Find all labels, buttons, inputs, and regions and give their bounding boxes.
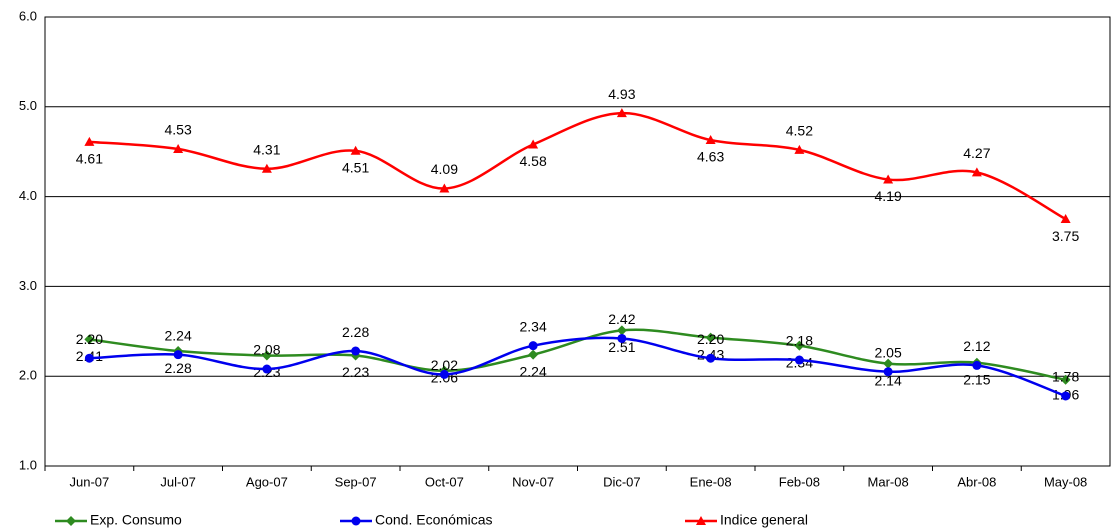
x-tick-label: Feb-08 [779, 474, 820, 489]
plot-border [44, 16, 1111, 467]
x-tick-label: Abr-08 [957, 474, 996, 489]
data-label: 4.31 [253, 141, 280, 157]
x-tick-label: May-08 [1044, 474, 1087, 489]
marker [705, 332, 716, 343]
marker [1060, 214, 1071, 224]
data-label: 2.02 [431, 357, 458, 373]
data-label: 1.78 [1052, 369, 1079, 385]
x-tick-label: Sep-07 [335, 474, 377, 489]
data-label: 4.61 [76, 151, 103, 167]
x-tick-label: Jun-07 [70, 474, 110, 489]
legend-label: Exp. Consumo [90, 512, 182, 528]
marker [528, 349, 539, 360]
data-label: 2.20 [697, 331, 724, 347]
marker [616, 325, 627, 336]
data-label: 4.58 [520, 153, 547, 169]
data-label: 2.24 [520, 363, 547, 379]
data-label: 3.75 [1052, 228, 1079, 244]
marker [617, 333, 627, 343]
data-label: 2.51 [608, 339, 635, 355]
marker [351, 346, 361, 356]
marker [84, 353, 94, 363]
marker [261, 350, 272, 361]
marker [528, 341, 538, 351]
marker [794, 144, 805, 154]
data-label: 2.20 [76, 331, 103, 347]
x-tick-label: Oct-07 [425, 474, 464, 489]
data-label: 4.93 [608, 86, 635, 102]
marker [794, 340, 805, 351]
data-label: 4.63 [697, 149, 724, 165]
marker [439, 183, 450, 193]
x-tick-label: Nov-07 [512, 474, 554, 489]
x-tick-label: Ago-07 [246, 474, 288, 489]
data-label: 2.23 [342, 364, 369, 380]
data-label: 2.28 [342, 324, 369, 340]
data-label: 2.08 [253, 342, 280, 358]
data-label: 2.24 [165, 327, 192, 343]
marker [616, 108, 627, 118]
data-label: 2.34 [520, 318, 547, 334]
y-tick-label: 2.0 [19, 368, 37, 383]
marker [1060, 374, 1071, 385]
marker [350, 145, 361, 155]
y-tick-label: 5.0 [19, 98, 37, 113]
data-label: 4.27 [963, 145, 990, 161]
data-label: 2.28 [165, 360, 192, 376]
series-line [89, 336, 1067, 398]
marker [351, 516, 361, 526]
y-tick-label: 4.0 [19, 188, 37, 203]
x-tick-label: Jul-07 [160, 474, 195, 489]
marker [883, 358, 894, 369]
marker [84, 136, 95, 146]
marker [1061, 391, 1071, 401]
marker [971, 167, 982, 177]
data-label: 4.19 [875, 188, 902, 204]
data-label: 4.52 [786, 123, 813, 139]
marker [84, 334, 95, 345]
marker [883, 367, 893, 377]
marker [883, 174, 894, 184]
marker [794, 355, 804, 365]
data-label: 2.15 [963, 371, 990, 387]
y-tick-label: 3.0 [19, 278, 37, 293]
x-tick-label: Ene-08 [690, 474, 732, 489]
data-label: 4.51 [342, 160, 369, 176]
x-tick-label: Mar-08 [868, 474, 909, 489]
marker [262, 364, 272, 374]
data-label: 2.18 [786, 333, 813, 349]
marker [173, 144, 184, 154]
series-line [89, 328, 1066, 382]
data-label: 2.14 [875, 372, 902, 388]
marker [972, 360, 982, 370]
marker [705, 135, 716, 145]
series-line [89, 111, 1067, 221]
marker [528, 139, 539, 149]
legend-label: Cond. Económicas [375, 512, 493, 528]
marker [261, 163, 272, 173]
y-tick-label: 6.0 [19, 8, 37, 23]
data-label: 2.12 [963, 338, 990, 354]
marker [439, 369, 449, 379]
marker [66, 516, 76, 526]
marker [173, 350, 183, 360]
data-label: 4.53 [165, 122, 192, 138]
data-label: 2.05 [875, 344, 902, 360]
y-tick-label: 1.0 [19, 457, 37, 472]
x-tick-label: Dic-07 [603, 474, 641, 489]
data-label: 2.42 [608, 311, 635, 327]
marker [696, 516, 706, 525]
marker [706, 353, 716, 363]
legend-label: Indice general [720, 512, 808, 528]
data-label: 4.09 [431, 161, 458, 177]
